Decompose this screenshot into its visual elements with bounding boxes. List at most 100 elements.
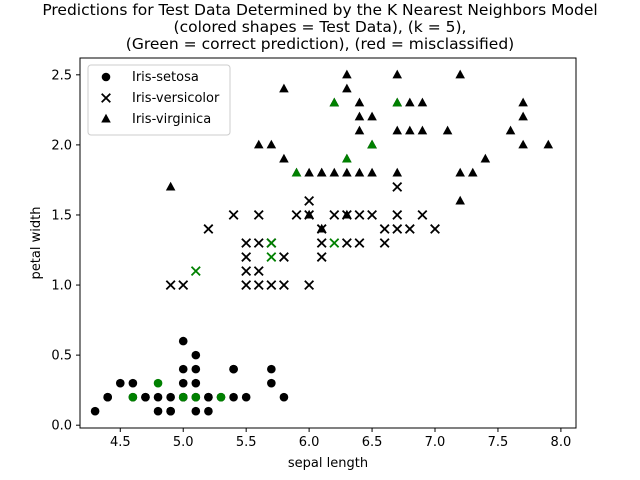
data-point-virginica [316,223,327,233]
data-point-versicolor [316,252,327,262]
data-point-setosa [204,406,213,416]
data-points [90,69,554,416]
data-point-virginica [279,83,289,93]
data-point-versicolor [354,210,365,220]
test-point-correct-setosa [191,392,201,402]
chart-title-line-2: (colored shapes = Test Data), (k = 5), [174,18,467,36]
data-point-virginica [342,209,352,219]
data-point-versicolor [253,266,264,276]
data-point-setosa [90,406,100,416]
data-point-virginica [417,125,428,135]
legend-marker-setosa [101,72,111,82]
data-point-virginica [405,97,415,107]
data-point-versicolor [316,238,327,248]
x-tick-label: 8.0 [551,435,572,450]
data-point-setosa [267,364,276,374]
data-point-virginica [342,167,352,177]
data-point-virginica [392,167,403,177]
data-point-setosa [229,364,238,374]
data-point-versicolor [228,210,239,220]
data-point-setosa [279,392,289,402]
data-point-setosa [166,406,175,416]
data-point-setosa [229,392,238,402]
test-point-correct-virginica [329,97,340,107]
y-axis-label: petal width [29,207,44,280]
data-point-versicolor [253,210,264,220]
test-point-correct-versicolor [266,238,277,248]
data-point-versicolor [304,280,315,290]
legend-marker-virginica [101,113,111,123]
data-point-virginica [392,125,403,135]
data-point-versicolor [379,224,390,234]
data-point-versicolor [165,280,176,290]
chart-title-line-1: Predictions for Test Data Determined by … [42,1,597,19]
data-point-versicolor [404,224,415,234]
chart-title-line-3: (Green = correct prediction), (red = mis… [126,35,514,53]
x-tick-label: 5.5 [236,435,257,450]
data-point-virginica [329,167,340,177]
data-point-setosa [204,392,213,402]
test-point-correct-virginica [291,167,302,177]
x-tick-label: 4.5 [110,435,131,450]
data-point-versicolor [241,266,252,276]
legend-label-versicolor: Iris-versicolor [132,91,220,106]
x-tick-label: 6.5 [362,435,383,450]
data-point-virginica [367,111,377,121]
test-point-correct-versicolor [329,238,340,248]
data-point-versicolor [392,210,403,220]
x-tick-label: 6.0 [299,435,320,450]
test-point-correct-virginica [342,153,352,163]
data-point-versicolor [253,238,264,248]
data-point-virginica [455,195,465,205]
data-point-virginica [253,139,264,149]
data-point-virginica [354,125,365,135]
data-point-virginica [367,167,377,177]
axis-ticks: 4.5 5.0 5.5 6.0 6.5 7.0 7.5 8.0 0.0 0.5 1.0 1.5 2.0 2… [51,68,571,450]
data-point-versicolor [241,280,252,290]
data-point-versicolor [291,210,302,220]
legend-label-virginica: Iris-virginica [132,112,211,127]
x-tick-label: 5.0 [173,435,194,450]
test-point-correct-virginica [367,139,377,149]
data-point-versicolor [430,224,440,234]
data-point-virginica [405,125,415,135]
data-point-setosa [241,392,251,402]
data-point-versicolor [178,280,189,290]
data-point-setosa [128,378,138,388]
data-point-virginica [505,125,516,135]
data-point-setosa [166,392,175,402]
data-point-versicolor [241,252,252,262]
data-point-virginica [354,111,365,121]
data-point-versicolor [341,238,352,248]
data-point-setosa [103,392,112,402]
legend-label-setosa: Iris-setosa [132,70,199,85]
chart-title: Predictions for Test Data Determined by … [42,1,597,53]
legend-frame [87,64,231,136]
test-point-correct-virginica [392,97,403,107]
data-point-virginica [304,167,314,177]
data-point-setosa [267,378,276,388]
x-axis-label: sepal length [288,456,368,471]
data-point-virginica [442,125,453,135]
test-point-correct-setosa [216,392,226,402]
data-point-setosa [153,392,163,402]
data-point-versicolor [367,210,377,220]
data-point-versicolor [379,238,390,248]
data-point-virginica [467,167,478,177]
data-point-virginica [354,97,365,107]
data-point-versicolor [329,210,340,220]
data-point-setosa [178,378,188,388]
test-point-correct-setosa [128,392,138,402]
y-tick-label: 1.5 [51,208,72,223]
y-tick-label: 2.0 [51,138,72,153]
data-point-virginica [518,139,528,149]
data-point-setosa [191,378,201,388]
data-point-versicolor [203,224,214,234]
test-point-correct-versicolor [266,252,277,262]
test-point-correct-setosa [178,392,188,402]
data-point-virginica [455,69,465,79]
data-point-versicolor [253,280,264,290]
data-point-virginica [543,139,554,149]
data-point-versicolor [392,182,403,192]
